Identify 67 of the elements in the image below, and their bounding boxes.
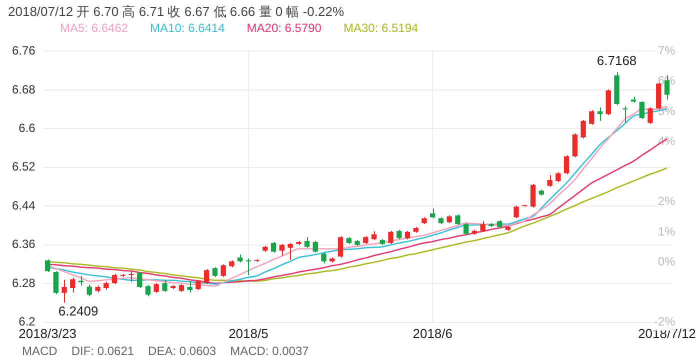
text: MA5: 6.6462 (60, 21, 128, 35)
text: MA10: 6.6414 (150, 21, 225, 35)
y-tick-label: 6.28 (12, 276, 36, 290)
candlestick (530, 183, 536, 208)
candlestick (312, 240, 318, 254)
x-tick-label: 2018/6 (412, 326, 452, 341)
y-tick-label: 6.44 (12, 198, 36, 212)
y-tick-label: 6.76 (12, 44, 36, 58)
candlestick (145, 284, 151, 297)
candlestick (648, 106, 653, 124)
candlestick (304, 236, 310, 248)
candlestick (480, 220, 486, 232)
chart-title: 2018/07/12 开 6.70 高 6.71 收 6.67 低 6.66 量 0 幅 -0.22% (8, 3, 344, 21)
candlestick (288, 242, 293, 260)
annotation: 6.2409 (58, 304, 98, 319)
text: MA30: 6.5194 (343, 21, 418, 35)
text: MA20: 6.5790 (246, 21, 322, 35)
y-tick-label: 6.68 (12, 82, 36, 96)
candlestick (128, 270, 134, 282)
candlestick (154, 282, 159, 294)
candlestick (338, 236, 344, 258)
candlestick (44, 258, 50, 273)
candlestick (396, 229, 402, 240)
candlestick (53, 270, 59, 295)
candlestick (572, 133, 578, 158)
candlestick (212, 266, 218, 278)
candlestick (162, 280, 168, 292)
candlestick (187, 280, 192, 293)
candlestick (246, 258, 252, 276)
candlestick (270, 242, 276, 254)
candlestick (514, 205, 519, 219)
candlestick (639, 100, 644, 120)
text: DIF: 0.0621 (71, 344, 134, 358)
candlestick (463, 222, 469, 236)
y2-tick-label: 7% (658, 44, 676, 58)
y-tick-label: 6.36 (12, 237, 36, 252)
y2-tick-label: -2% (654, 314, 676, 329)
y2-tick-label: 2% (658, 194, 676, 208)
candlestick (556, 172, 561, 182)
candlestick (564, 154, 570, 175)
candlestick (112, 273, 118, 285)
text: DEA: 0.0603 (148, 344, 216, 358)
candlestick (196, 280, 201, 290)
candlestick (455, 214, 460, 226)
candlestick (388, 230, 394, 244)
text: MACD: 0.0037 (230, 344, 309, 358)
candlestick (622, 106, 628, 124)
annotation: 6.7168 (596, 53, 637, 68)
x-tick-label: 2018/5 (228, 326, 268, 341)
y-tick-label: 6.6 (18, 121, 36, 135)
candlestick (606, 88, 611, 116)
candlestick (137, 272, 142, 289)
candlestick (70, 277, 76, 293)
candlestick (204, 268, 210, 285)
y2-tick-label: 0% (658, 254, 676, 268)
candlestick (430, 208, 436, 219)
candlestick (279, 243, 285, 256)
candlestick (220, 264, 226, 278)
candlestick (547, 174, 552, 188)
y2-tick-label: 1% (658, 224, 676, 238)
candlestick (62, 279, 67, 304)
candlestick (86, 284, 92, 297)
candlestick (589, 110, 594, 126)
candlestick (580, 119, 586, 139)
y-tick-label: 6.52 (12, 160, 36, 174)
candlestick (321, 252, 326, 264)
text: MACD (22, 344, 58, 358)
